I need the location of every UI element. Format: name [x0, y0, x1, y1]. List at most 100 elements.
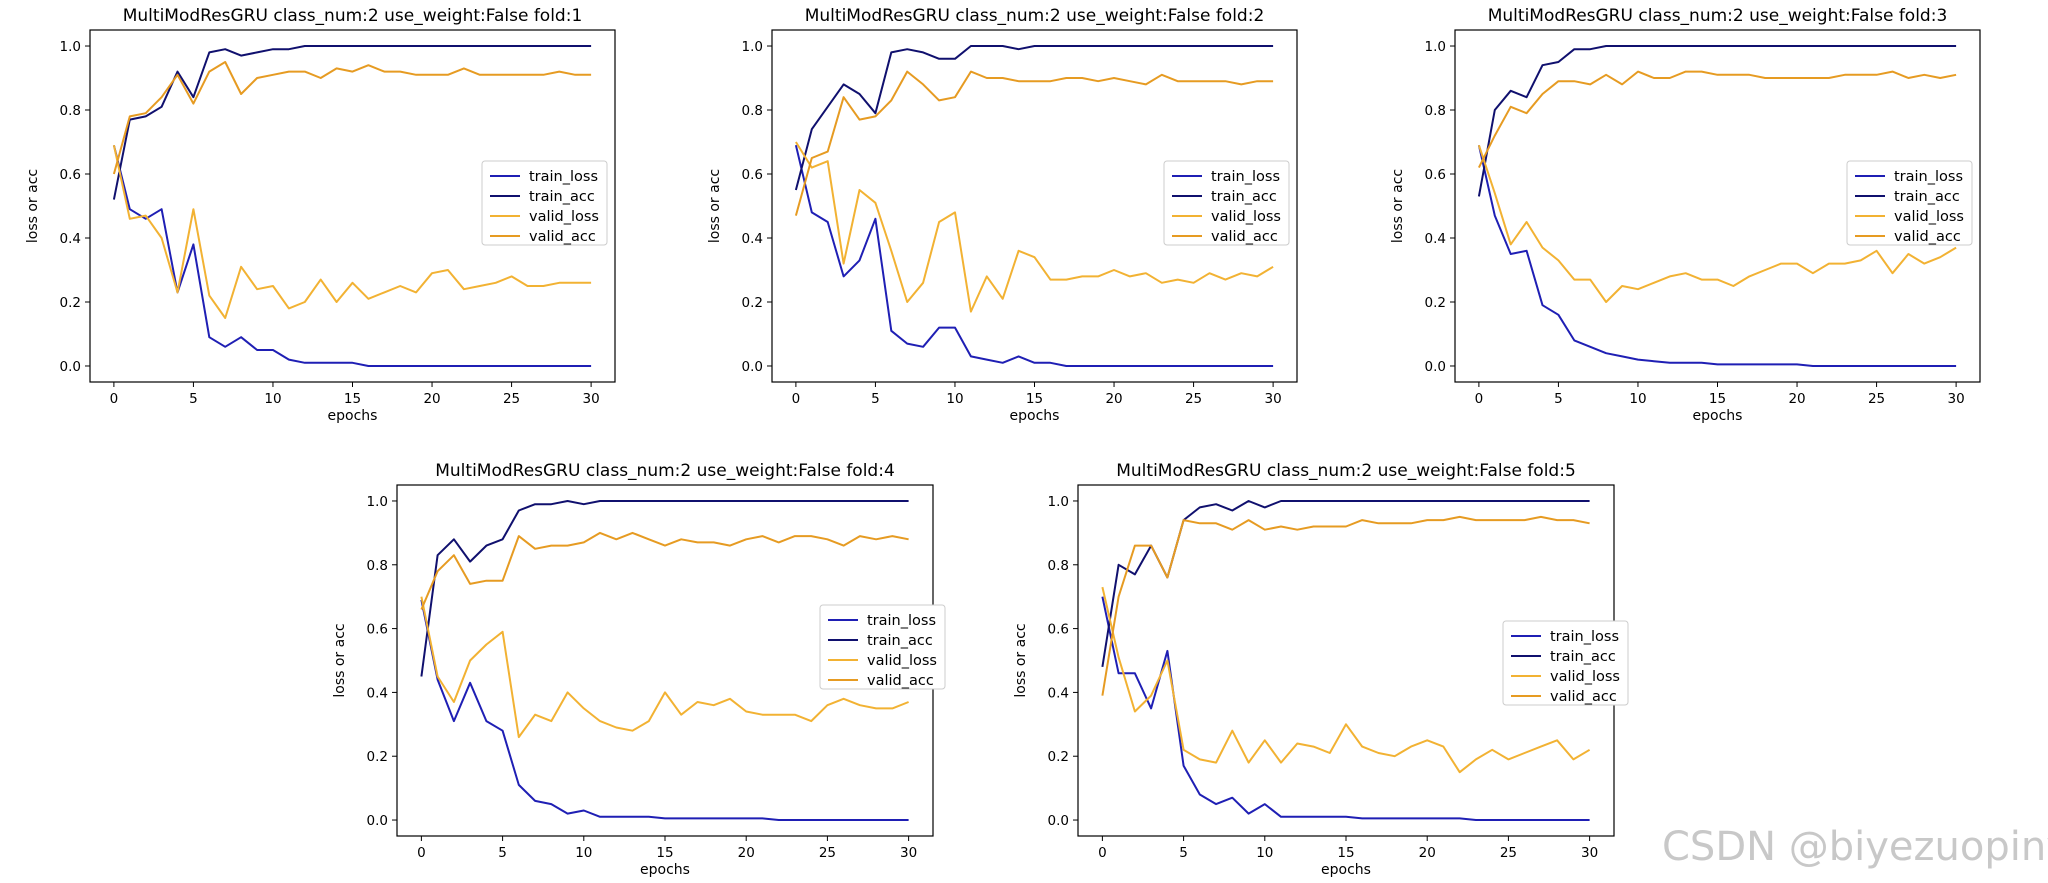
x-tick-label: 0 — [1098, 845, 1107, 861]
y-tick-label: 0.4 — [1048, 685, 1069, 701]
legend: train_loss train_acc valid_loss valid_acc — [1846, 160, 1973, 246]
x-tick-label: 30 — [583, 391, 600, 407]
series-line-valid-loss — [795, 141, 1274, 313]
legend-box — [1846, 160, 1973, 246]
y-axis-label: loss or acc — [332, 623, 348, 697]
series-line-train-acc — [794, 45, 1274, 191]
series-line-valid-acc — [420, 531, 909, 610]
legend-label-valid-acc: valid_acc — [1550, 689, 1617, 705]
y-tick-label: 0.8 — [367, 558, 388, 574]
legend-label-train-loss: train_loss — [529, 169, 598, 185]
y-tick-label: 0.8 — [1048, 558, 1069, 574]
x-tick-label: 30 — [1265, 391, 1282, 407]
series-line-valid-loss — [112, 144, 592, 319]
y-axis-label: loss or acc — [1390, 169, 1406, 243]
x-tick-label: 15 — [1337, 845, 1354, 861]
legend: train_loss train_acc valid_loss valid_acc — [1163, 160, 1290, 246]
chart-panel-fold-1: MultiModResGRU class_num:2 use_weight:Fa… — [25, 6, 616, 424]
y-tick-label: 0.2 — [1048, 749, 1069, 765]
x-axis-label: epochs — [1010, 408, 1060, 424]
chart-title: MultiModResGRU class_num:2 use_weight:Fa… — [435, 461, 895, 481]
chart-title: MultiModResGRU class_num:2 use_weight:Fa… — [1488, 6, 1948, 26]
legend: train_loss train_acc valid_loss valid_acc — [481, 160, 608, 246]
y-tick-label: 0.2 — [367, 749, 388, 765]
x-tick-label: 20 — [1788, 391, 1805, 407]
series-line-train-acc — [1477, 45, 1957, 197]
y-tick-label: 0.2 — [1425, 295, 1446, 311]
x-tick-label: 5 — [871, 391, 880, 407]
legend-box — [819, 604, 946, 690]
y-tick-label: 1.0 — [60, 39, 81, 55]
y-tick-label: 0.6 — [367, 622, 388, 638]
legend-label-valid-loss: valid_loss — [1894, 209, 1964, 225]
x-tick-label: 25 — [819, 845, 836, 861]
x-tick-label: 15 — [1026, 391, 1043, 407]
legend-label-train-loss: train_loss — [1211, 169, 1280, 185]
x-tick-label: 15 — [1709, 391, 1726, 407]
y-tick-label: 1.0 — [742, 39, 763, 55]
y-tick-label: 0.4 — [1425, 231, 1446, 247]
x-tick-label: 20 — [738, 845, 755, 861]
series-line-valid-acc — [1101, 515, 1590, 696]
y-tick-label: 0.0 — [742, 359, 763, 375]
y-tick-label: 0.4 — [60, 231, 81, 247]
chart-title: MultiModResGRU class_num:2 use_weight:Fa… — [123, 6, 583, 26]
x-tick-label: 10 — [1629, 391, 1646, 407]
series-line-train-acc — [420, 500, 909, 677]
y-tick-label: 0.4 — [367, 685, 388, 701]
x-tick-label: 5 — [1179, 845, 1188, 861]
y-tick-label: 0.8 — [1425, 103, 1446, 119]
x-tick-label: 30 — [900, 845, 917, 861]
x-tick-label: 25 — [1185, 391, 1202, 407]
series-line-valid-acc — [112, 61, 592, 175]
y-tick-label: 0.0 — [60, 359, 81, 375]
x-tick-label: 10 — [575, 845, 592, 861]
x-tick-label: 25 — [1500, 845, 1517, 861]
legend-label-train-acc: train_acc — [867, 633, 933, 649]
x-tick-label: 30 — [1948, 391, 1965, 407]
y-tick-label: 1.0 — [367, 494, 388, 510]
legend-label-valid-acc: valid_acc — [867, 673, 934, 689]
series-line-train-acc — [112, 45, 592, 200]
x-tick-label: 20 — [1105, 391, 1122, 407]
legend-label-valid-loss: valid_loss — [867, 653, 937, 669]
x-tick-label: 20 — [423, 391, 440, 407]
y-tick-label: 0.8 — [742, 103, 763, 119]
series-line-valid-acc — [794, 70, 1274, 216]
csdn-watermark: CSDN @biyezuopinvip — [1662, 824, 2048, 870]
legend-label-train-loss: train_loss — [1550, 629, 1619, 645]
chart-panel-fold-3: MultiModResGRU class_num:2 use_weight:Fa… — [1390, 6, 1981, 424]
y-tick-label: 0.0 — [1425, 359, 1446, 375]
legend-label-train-acc: train_acc — [1211, 189, 1277, 205]
y-tick-label: 1.0 — [1425, 39, 1446, 55]
chart-title: MultiModResGRU class_num:2 use_weight:Fa… — [1116, 461, 1576, 481]
chart-panel-fold-2: MultiModResGRU class_num:2 use_weight:Fa… — [707, 6, 1298, 424]
chart-panel-fold-4: MultiModResGRU class_num:2 use_weight:Fa… — [332, 461, 946, 878]
x-tick-label: 10 — [946, 391, 963, 407]
x-tick-label: 0 — [1475, 391, 1484, 407]
y-axis-label: loss or acc — [25, 169, 41, 243]
series-line-valid-loss — [420, 596, 909, 739]
x-axis-label: epochs — [328, 408, 378, 424]
y-tick-label: 0.6 — [1048, 622, 1069, 638]
chart-title: MultiModResGRU class_num:2 use_weight:Fa… — [805, 6, 1265, 26]
legend-label-valid-acc: valid_acc — [529, 229, 596, 245]
y-tick-label: 0.4 — [742, 231, 763, 247]
legend: train_loss train_acc valid_loss valid_acc — [1502, 620, 1629, 706]
y-tick-label: 0.6 — [742, 167, 763, 183]
legend-label-valid-acc: valid_acc — [1211, 229, 1278, 245]
legend-label-valid-loss: valid_loss — [1211, 209, 1281, 225]
legend-label-train-loss: train_loss — [1894, 169, 1963, 185]
x-tick-label: 5 — [1554, 391, 1563, 407]
legend: train_loss train_acc valid_loss valid_acc — [819, 604, 946, 690]
y-tick-label: 1.0 — [1048, 494, 1069, 510]
legend-box — [1163, 160, 1290, 246]
chart-panel-fold-5: MultiModResGRU class_num:2 use_weight:Fa… — [1013, 461, 1629, 878]
series-line-train-loss — [1477, 144, 1957, 367]
x-tick-label: 15 — [344, 391, 361, 407]
legend-box — [481, 160, 608, 246]
x-tick-label: 30 — [1581, 845, 1598, 861]
x-tick-label: 0 — [792, 391, 801, 407]
x-axis-label: epochs — [640, 862, 690, 878]
